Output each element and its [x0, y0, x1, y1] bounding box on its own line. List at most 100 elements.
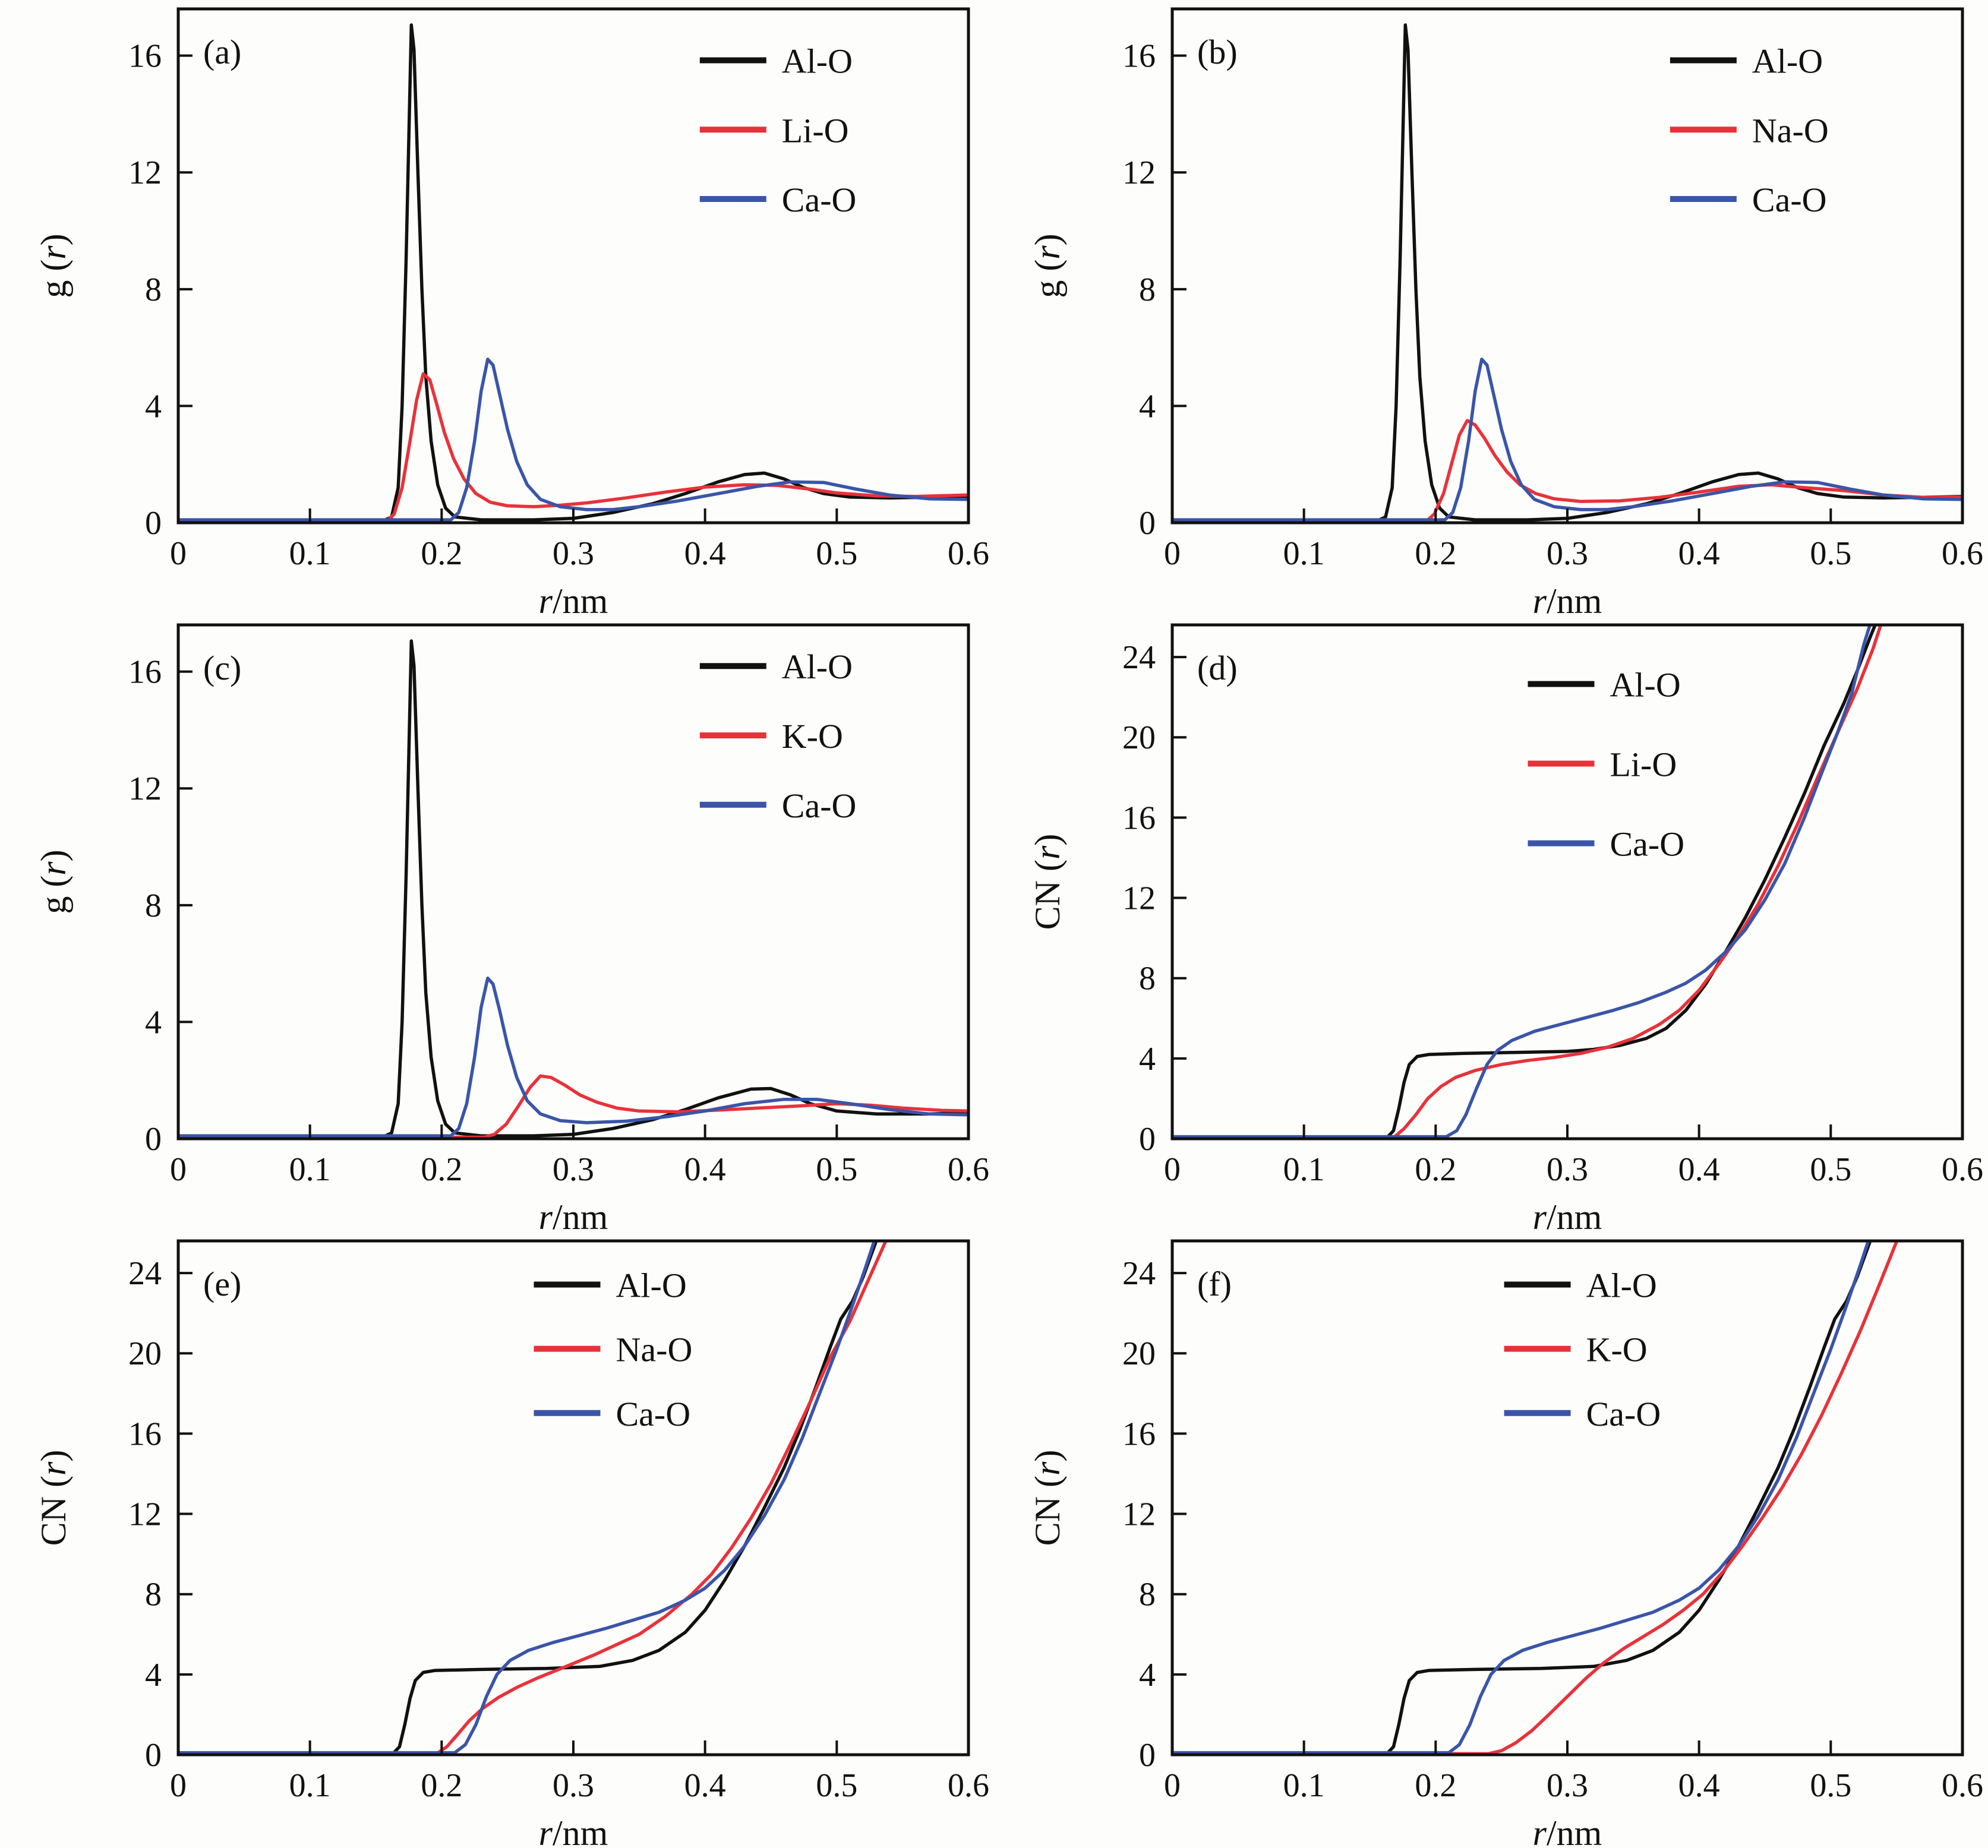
series-line-ca-o [178, 358, 968, 522]
legend: Al-O Li-O Ca-O [1528, 665, 1684, 864]
y-tick-label: 4 [1139, 1041, 1156, 1078]
x-tick-label: 0 [1164, 1151, 1181, 1188]
panel-f: 0 0.1 0.2 0.3 0.4 0.5 0.6 0 4 8 12 16 20 24 r/nm CN (r)… [994, 1232, 1988, 1848]
x-tick-label: 0.2 [421, 1767, 462, 1804]
y-tick-label: 0 [145, 1121, 162, 1158]
x-axis-label: r/nm [1533, 1198, 1602, 1232]
x-axis-label: r/nm [539, 1198, 608, 1232]
panel-e: 0 0.1 0.2 0.3 0.4 0.5 0.6 0 4 8 12 16 20 24 r/nm CN (r)… [0, 1232, 994, 1848]
legend-label-k-o: K-O [782, 717, 843, 756]
series-line-al-o [1172, 23, 1962, 523]
y-tick-label: 20 [1122, 1335, 1156, 1372]
x-tick-label: 0.4 [684, 1767, 726, 1804]
panel-letter: (a) [203, 33, 241, 71]
y-axis: 0 4 8 12 16 [128, 654, 193, 1158]
y-tick-label: 16 [1122, 1416, 1156, 1452]
series-line-al-o [1172, 1241, 1872, 1755]
chart-cn-r-li: 0 0.1 0.2 0.3 0.4 0.5 0.6 0 4 8 12 16 20 24 r/nm CN (r)… [1028, 623, 1983, 1232]
x-tick-label: 0.6 [948, 535, 989, 572]
series-line-ca-o [1172, 625, 1872, 1139]
series-group [178, 1241, 888, 1755]
series-group [1172, 1241, 1899, 1755]
legend: Al-O K-O Ca-O [1504, 1266, 1661, 1433]
plot-frame [1170, 7, 1964, 525]
y-axis: 0 4 8 12 16 [1122, 38, 1187, 542]
x-tick-label: 0.5 [816, 1151, 857, 1188]
x-tick-label: 0.3 [1547, 1767, 1588, 1804]
legend-label-al-o: Al-O [616, 1266, 687, 1305]
series-group [1172, 625, 1883, 1139]
x-tick-label: 0.2 [1415, 1767, 1456, 1804]
y-tick-label: 8 [145, 887, 162, 924]
y-axis-label: CN (r) [1028, 1450, 1067, 1546]
y-axis-label: CN (r) [34, 1450, 73, 1546]
legend-label-li-o: Li-O [1610, 745, 1677, 784]
series-group [1172, 23, 1962, 523]
y-tick-label: 4 [145, 1004, 162, 1041]
legend-label-al-o: Al-O [1752, 42, 1823, 81]
y-tick-label: 24 [1122, 1255, 1156, 1292]
plot-frame [1170, 1239, 1964, 1757]
panel-a: 0 0.1 0.2 0.3 0.4 0.5 0.6 0 4 8 12 16 r/nm g (r) (a) Al… [0, 0, 994, 616]
legend-label-ca-o: Ca-O [1752, 181, 1827, 219]
x-tick-label: 0.2 [421, 1151, 462, 1188]
x-tick-label: 0.6 [1942, 1767, 1983, 1804]
x-axis: 0 0.1 0.2 0.3 0.4 0.5 0.6 [170, 1740, 989, 1804]
y-axis: 0 4 8 12 16 20 24 [128, 1255, 193, 1774]
x-tick-label: 0.4 [1678, 1151, 1720, 1188]
chart-cn-r-k: 0 0.1 0.2 0.3 0.4 0.5 0.6 0 4 8 12 16 20 24 r/nm CN (r)… [1028, 1239, 1983, 1848]
y-tick-label: 24 [128, 1255, 162, 1292]
chart-g-r-k: 0 0.1 0.2 0.3 0.4 0.5 0.6 0 4 8 12 16 r/nm g (r) (c) Al… [34, 623, 989, 1232]
panel-letter: (f) [1197, 1265, 1232, 1303]
chart-g-r-li: 0 0.1 0.2 0.3 0.4 0.5 0.6 0 4 8 12 16 r/nm g (r) (a) Al… [34, 7, 989, 616]
y-tick-label: 16 [1122, 38, 1156, 75]
series-line-ca-o [178, 1241, 876, 1755]
y-axis: 0 4 8 12 16 20 24 [1122, 1255, 1187, 1774]
x-axis-label: r/nm [539, 582, 608, 616]
x-tick-label: 0.1 [1283, 1767, 1325, 1804]
series-line-al-o [178, 23, 968, 523]
y-tick-label: 0 [1139, 1737, 1156, 1774]
x-tick-label: 0.4 [684, 1151, 726, 1188]
panel-d: 0 0.1 0.2 0.3 0.4 0.5 0.6 0 4 8 12 16 20 24 r/nm CN (r)… [994, 616, 1988, 1232]
x-tick-label: 0.2 [1415, 535, 1456, 572]
legend-label-ca-o: Ca-O [1586, 1395, 1661, 1433]
legend: Al-O Li-O Ca-O [699, 42, 856, 219]
y-tick-label: 4 [1139, 1657, 1156, 1694]
y-axis-label: g (r) [1028, 233, 1067, 298]
x-tick-label: 0.5 [1810, 1151, 1851, 1188]
series-line-k-o [1172, 1241, 1899, 1755]
chart-g-r-na: 0 0.1 0.2 0.3 0.4 0.5 0.6 0 4 8 12 16 r/nm g (r) (b) Al… [1028, 7, 1983, 616]
x-tick-label: 0.1 [289, 1767, 331, 1804]
x-axis: 0 0.1 0.2 0.3 0.4 0.5 0.6 [170, 508, 989, 572]
legend-label-li-o: Li-O [782, 111, 849, 150]
legend-label-al-o: Al-O [782, 42, 853, 81]
legend-label-ca-o: Ca-O [782, 786, 857, 825]
x-tick-label: 0.1 [289, 1151, 331, 1188]
series-line-ca-o [1172, 358, 1962, 522]
y-axis: 0 4 8 12 16 20 24 [1122, 639, 1187, 1158]
series-line-li-o [1172, 625, 1883, 1139]
legend: Al-O Na-O Ca-O [1670, 42, 1829, 219]
panel-letter: (b) [1197, 33, 1238, 71]
y-tick-label: 12 [1122, 880, 1156, 917]
y-axis: 0 4 8 12 16 [128, 38, 193, 542]
y-axis-label: g (r) [34, 233, 73, 298]
x-tick-label: 0 [170, 1151, 187, 1188]
x-tick-label: 0.5 [816, 535, 857, 572]
series-group [178, 639, 968, 1139]
x-axis: 0 0.1 0.2 0.3 0.4 0.5 0.6 [1164, 1124, 1983, 1188]
legend-label-na-o: Na-O [616, 1331, 693, 1369]
x-tick-label: 0.4 [1678, 1767, 1720, 1804]
series-line-na-o [1172, 419, 1962, 523]
y-tick-label: 12 [1122, 1496, 1156, 1533]
y-tick-label: 20 [1122, 719, 1156, 756]
x-tick-label: 0.1 [1283, 535, 1325, 572]
y-tick-label: 0 [1139, 505, 1156, 542]
series-line-na-o [178, 1241, 888, 1755]
series-group [178, 23, 968, 523]
x-tick-label: 0 [170, 535, 187, 572]
x-axis: 0 0.1 0.2 0.3 0.4 0.5 0.6 [1164, 1740, 1983, 1804]
y-tick-label: 0 [145, 1737, 162, 1774]
